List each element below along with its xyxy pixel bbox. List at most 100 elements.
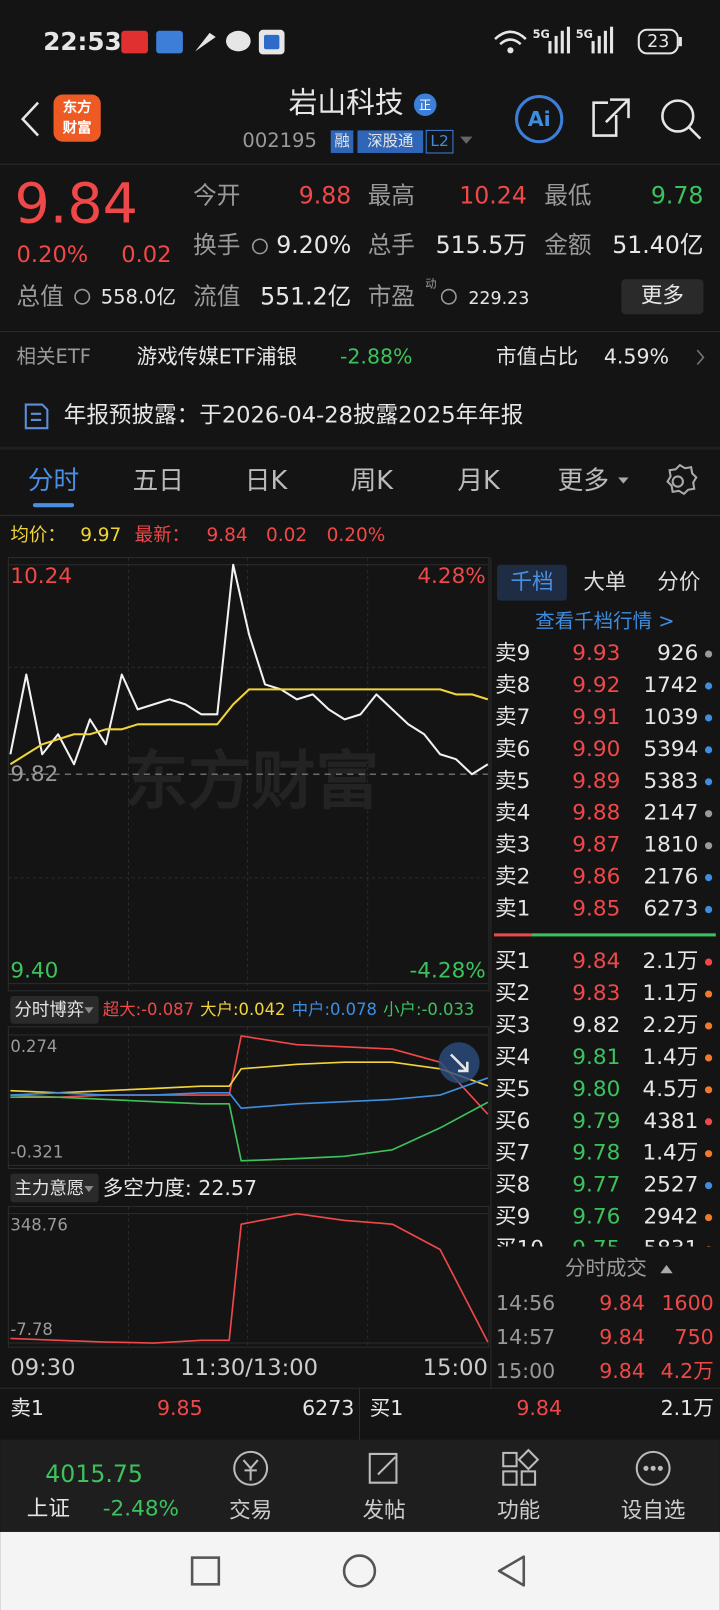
book-dot <box>705 810 713 818</box>
tab[interactable]: 更多 <box>558 466 609 496</box>
field-label: 换手 <box>193 231 240 259</box>
book-label: 买4 <box>495 1045 530 1070</box>
book-price: 9.83 <box>572 981 620 1006</box>
tab[interactable]: 周K <box>351 466 395 496</box>
y2-tick-label: 4.28% <box>417 564 485 589</box>
dropdown[interactable] <box>10 1173 99 1203</box>
field-value: 551.2亿 <box>260 282 351 310</box>
trades-panel <box>491 1246 720 1388</box>
legend-entry: 中户:0.078 <box>292 1000 377 1019</box>
status-time: 22:53 <box>43 27 121 56</box>
notice[interactable]: 年报预披露：于2026-04-28披露2025年年报 <box>64 402 524 428</box>
series-line <box>9 563 489 776</box>
search-button[interactable] <box>661 99 695 133</box>
more-button[interactable] <box>621 279 704 315</box>
network-label: 5G <box>533 28 550 41</box>
nav-item[interactable]: 设自选 <box>621 1498 686 1523</box>
settings-center <box>671 475 684 488</box>
tab[interactable]: 分时 <box>28 466 79 496</box>
ai-text: Ai <box>528 107 551 131</box>
x-tick-label: 15:00 <box>423 1355 488 1381</box>
latest-label: 最新： <box>135 525 190 546</box>
tag <box>425 129 454 154</box>
book-tab[interactable]: 分价 <box>657 570 700 595</box>
book-label: 卖7 <box>495 705 530 730</box>
book-label: 卖4 <box>495 801 530 826</box>
search-handle <box>688 126 702 140</box>
etf-name[interactable]: 游戏传媒ETF浦银 <box>137 344 297 368</box>
badge <box>413 93 437 117</box>
plots: 10.24 9.82 9.40 4.28% -4.28% 0.274 -0.321 超大:-0… <box>8 563 489 1381</box>
book-label: 买8 <box>495 1173 530 1198</box>
book-price: 9.77 <box>572 1173 620 1198</box>
tab[interactable]: 月K <box>457 466 501 496</box>
book-volume: 1.4万 <box>642 1141 698 1166</box>
book-label: 买7 <box>495 1141 530 1166</box>
etf-change: -2.88% <box>340 344 413 368</box>
back-button[interactable] <box>20 101 40 137</box>
ai-button[interactable] <box>515 94 564 144</box>
settings-button[interactable] <box>666 463 698 496</box>
y-tick-label: 0.274 <box>10 1037 57 1056</box>
series-line <box>9 688 489 766</box>
book-volume: 1742 <box>643 673 698 698</box>
share-button[interactable] <box>592 98 630 137</box>
book-link[interactable]: 查看千档行情 > <box>535 610 675 633</box>
book-dot <box>705 990 713 998</box>
book-volume: 1810 <box>643 833 698 858</box>
field-value: 9.20% <box>276 231 351 259</box>
tab[interactable]: 五日 <box>133 466 184 496</box>
dropdown-arrow <box>84 1185 94 1193</box>
trade-price: 9.84 <box>599 1291 645 1315</box>
tag <box>330 130 354 153</box>
book-price: 9.93 <box>572 641 620 666</box>
book-volume: 926 <box>657 641 698 666</box>
field-value: 9.88 <box>299 182 352 210</box>
tag-text: 深股通 <box>367 132 413 150</box>
app-logo[interactable] <box>53 94 101 142</box>
latest-change: 0.02 <box>266 525 307 546</box>
nav-item[interactable]: 功能 <box>497 1498 540 1523</box>
field-value: 51.40亿 <box>612 231 703 259</box>
book-volume: 4381 <box>643 1109 698 1134</box>
book-tab[interactable]: 大单 <box>583 570 626 595</box>
field-label: 流值 <box>193 282 240 310</box>
back-system-button[interactable] <box>497 1555 526 1587</box>
tab[interactable]: 日K <box>245 466 289 496</box>
x-tick-label: 11:30/13:00 <box>180 1355 318 1381</box>
book-dot <box>705 958 713 966</box>
book-tab[interactable]: 千档 <box>510 570 553 595</box>
dropdown[interactable] <box>10 995 99 1024</box>
book-dot <box>705 1022 713 1030</box>
info-icon[interactable] <box>251 238 268 255</box>
y-tick-label: -7.78 <box>10 1320 52 1339</box>
nav-item[interactable]: 交易 <box>229 1498 272 1523</box>
avg-label: 均价： <box>10 525 65 546</box>
nav-item[interactable]: 发帖 <box>363 1498 406 1523</box>
book-volume: 2.1万 <box>642 949 698 974</box>
series-line <box>10 1096 489 1162</box>
info-icon[interactable] <box>440 288 457 305</box>
series-line <box>10 1077 489 1110</box>
book-volume: 1.1万 <box>642 981 698 1006</box>
index-value[interactable]: 4015.75 <box>45 1460 143 1488</box>
book-volume: 1.4万 <box>642 1045 698 1070</box>
book-split <box>531 933 716 937</box>
dropdown-text: 分时博弈 <box>14 1000 84 1020</box>
info-icon[interactable] <box>74 288 91 305</box>
chevron[interactable] <box>696 349 705 366</box>
home-button[interactable] <box>342 1554 377 1588</box>
trade-volume: 750 <box>675 1325 714 1349</box>
recents-button[interactable] <box>190 1556 221 1586</box>
field-value: 558.0亿 <box>101 285 176 308</box>
system-nav <box>0 1531 720 1610</box>
trades-title[interactable]: 分时成交 <box>565 1256 647 1280</box>
book-dot <box>705 682 713 690</box>
bottom-nav <box>0 1439 720 1532</box>
field-label: 最高 <box>368 182 415 210</box>
y-tick-label: 348.76 <box>10 1215 67 1234</box>
avg-value: 9.97 <box>80 525 121 546</box>
book-volume: 2.2万 <box>642 1013 698 1038</box>
